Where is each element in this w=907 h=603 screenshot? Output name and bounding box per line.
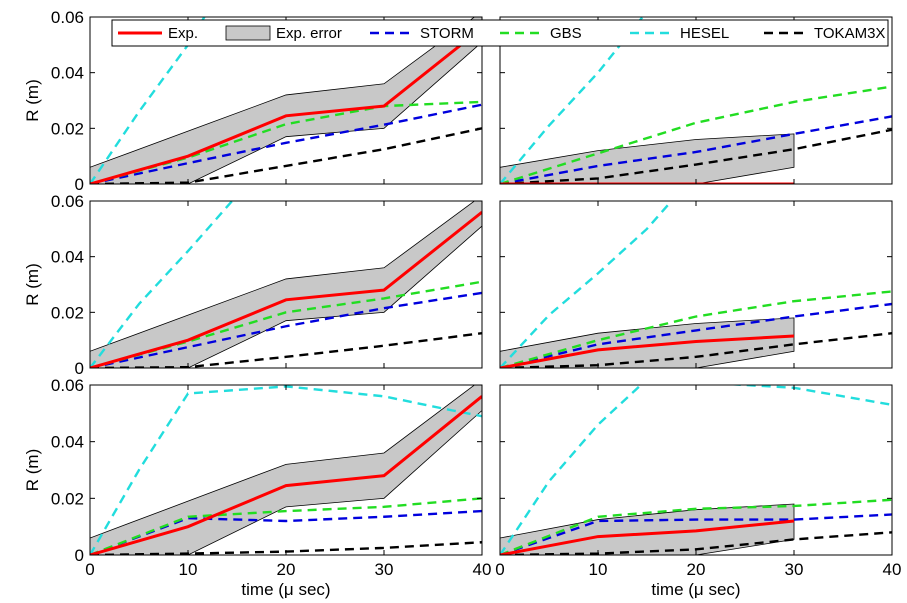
series-gbs-line xyxy=(500,290,892,368)
plot-content xyxy=(500,385,892,555)
y-tick-label: 0 xyxy=(75,546,84,565)
exp-line xyxy=(500,334,795,368)
y-tick-label: 0.02 xyxy=(51,119,84,138)
error-band xyxy=(90,17,482,184)
x-tick-label: 20 xyxy=(687,560,706,579)
x-tick-label: 40 xyxy=(473,560,492,579)
plot-frame xyxy=(89,16,483,185)
x-axis-title: time (μ sec) xyxy=(241,580,330,599)
exp-line xyxy=(90,395,482,555)
error-band xyxy=(500,133,795,184)
y-tick-label: 0.06 xyxy=(51,8,84,27)
plot-frame xyxy=(499,384,893,556)
x-tick-label: 10 xyxy=(179,560,198,579)
series-storm-line xyxy=(500,513,892,555)
panel-4 xyxy=(499,200,893,369)
series-gbs-line xyxy=(90,497,482,555)
series-storm-line xyxy=(500,302,892,368)
series-tokam3x-line xyxy=(500,128,892,184)
panel-3: 0 0.02 0.04 0.06 R (m) xyxy=(23,192,483,378)
plot-content xyxy=(90,201,482,368)
exp-line xyxy=(500,519,795,555)
x-tick-label: 20 xyxy=(277,560,296,579)
y-tick-label: 0.06 xyxy=(51,192,84,211)
x-tick-label: 0 xyxy=(495,560,504,579)
series-tokam3x-line xyxy=(90,332,482,368)
x-tick-label: 0 xyxy=(85,560,94,579)
legend: Exp. Exp. error STORM GBS HESEL TOKAM3X xyxy=(111,19,889,47)
legend-hesel-label: HESEL xyxy=(680,25,729,42)
plot-frame xyxy=(89,200,483,369)
plot-content xyxy=(500,201,892,368)
y-tick-label: 0.06 xyxy=(51,376,84,395)
x-tick-label: 30 xyxy=(375,560,394,579)
y-tick-label: 0.02 xyxy=(51,489,84,508)
series-gbs-line xyxy=(500,85,892,184)
y-tick-label: 0.04 xyxy=(51,433,84,452)
series-tokam3x-line xyxy=(500,531,892,555)
series-storm-line xyxy=(90,509,482,555)
panel-5: 0 0.02 0.04 0.06 R (m) 0 10 20 30 40 time (μ sec) xyxy=(23,376,491,599)
series-storm-line xyxy=(90,291,482,368)
legend-exp-error-swatch xyxy=(225,25,271,41)
y-tick-label: 0 xyxy=(75,359,84,378)
y-tick-label: 0.04 xyxy=(51,64,84,83)
error-band xyxy=(90,201,482,368)
x-axis-title: time (μ sec) xyxy=(651,580,740,599)
y-tick-label: 0 xyxy=(75,175,84,194)
exp-line xyxy=(90,210,482,368)
y-axis-title: R (m) xyxy=(23,79,42,121)
exp-line xyxy=(90,26,482,184)
legend-storm-label: STORM xyxy=(420,25,474,42)
y-axis-title: R (m) xyxy=(23,449,42,491)
plot-frame xyxy=(499,16,893,185)
legend-tokam3x-label: TOKAM3X xyxy=(814,25,885,42)
legend-exp-label: Exp. xyxy=(168,25,198,42)
series-gbs-line xyxy=(500,498,892,555)
series-hesel-line xyxy=(90,17,206,184)
series-storm-line xyxy=(500,115,892,184)
panel-6: 0 10 20 30 40 time (μ sec) xyxy=(495,384,902,599)
series-hesel-line xyxy=(500,201,674,368)
plot-content xyxy=(500,17,892,184)
legend-gbs-label: GBS xyxy=(550,25,582,42)
plot-frame xyxy=(89,384,483,556)
x-tick-label: 10 xyxy=(589,560,608,579)
plot-frame xyxy=(499,200,893,369)
y-tick-label: 0.02 xyxy=(51,303,84,322)
plot-content xyxy=(90,17,482,184)
y-axis-title: R (m) xyxy=(23,263,42,305)
series-tokam3x-line xyxy=(90,127,482,184)
error-band xyxy=(90,385,482,555)
x-tick-label: 30 xyxy=(785,560,804,579)
y-tick-label: 0.04 xyxy=(51,248,84,267)
series-storm-line xyxy=(90,103,482,184)
series-hesel-line xyxy=(500,385,892,555)
series-tokam3x-line xyxy=(500,332,892,368)
x-tick-label: 40 xyxy=(883,560,902,579)
legend-exp-error-label: Exp. error xyxy=(276,25,342,42)
